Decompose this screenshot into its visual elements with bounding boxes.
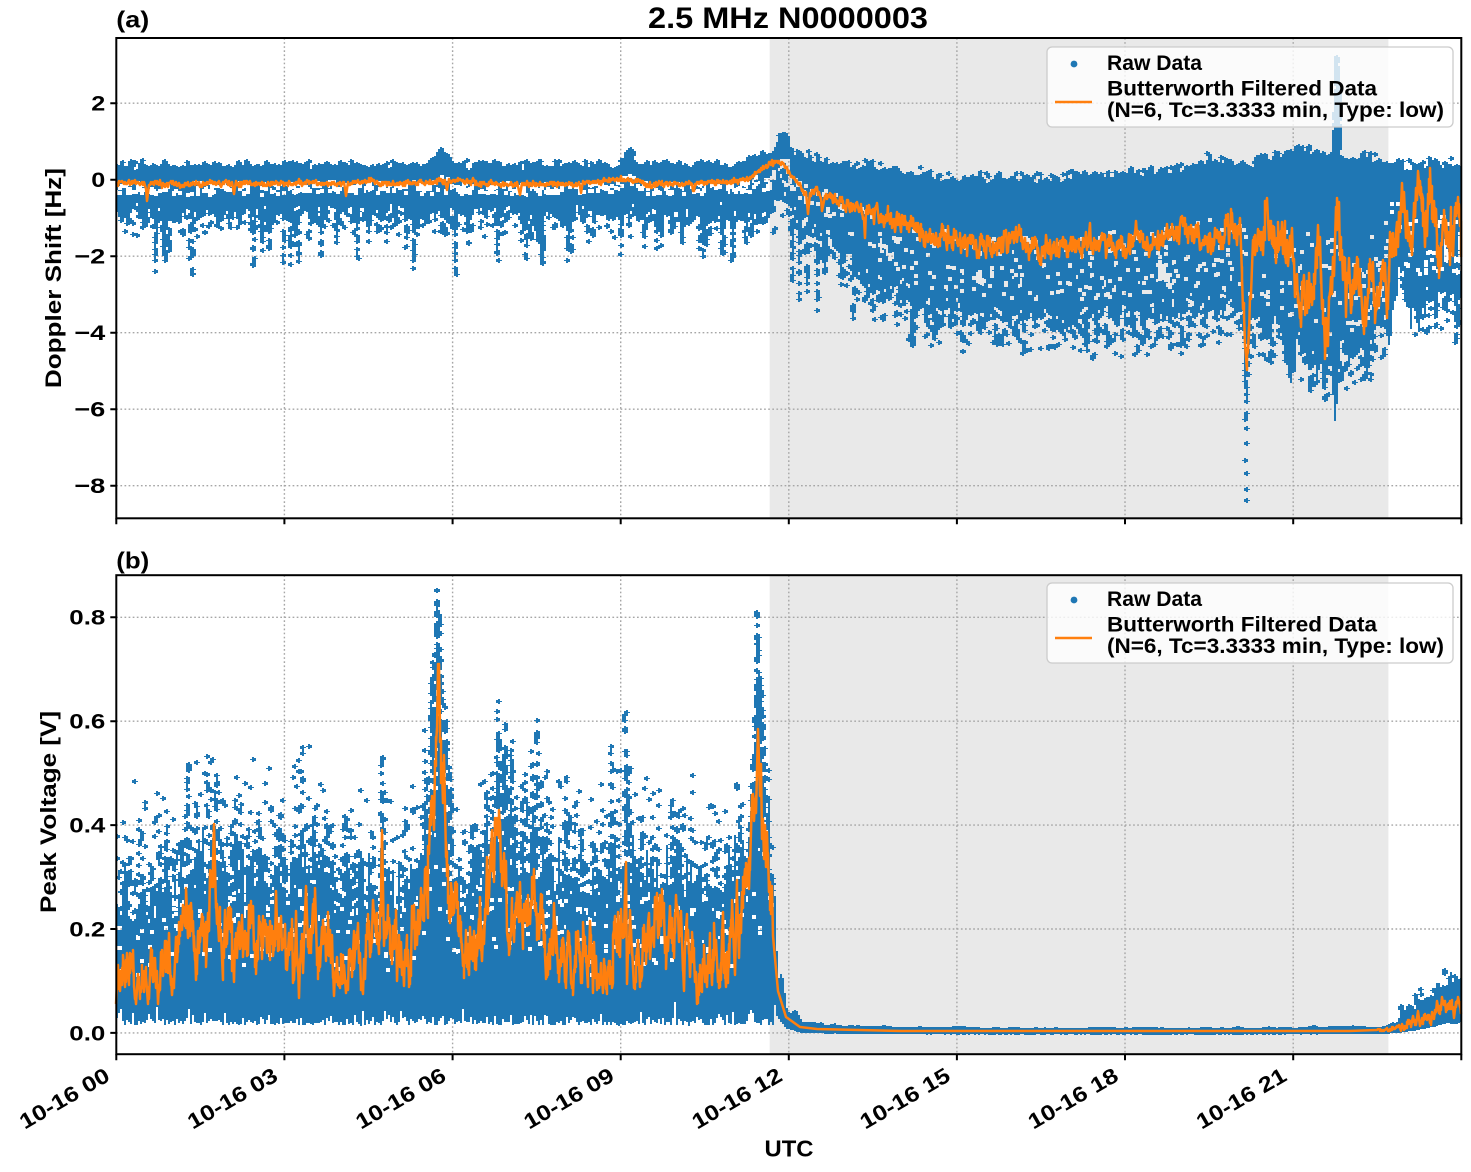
svg-text:0.0: 0.0 (69, 1021, 105, 1045)
svg-text:−6: −6 (74, 398, 105, 422)
svg-text:Peak Voltage [V]: Peak Voltage [V] (36, 711, 61, 913)
svg-text:UTC: UTC (765, 1136, 814, 1162)
svg-text:Raw Data: Raw Data (1107, 52, 1202, 75)
svg-text:2.5 MHz N0000003: 2.5 MHz N0000003 (648, 2, 928, 35)
svg-text:0.4: 0.4 (69, 814, 105, 838)
svg-text:−4: −4 (74, 321, 105, 345)
svg-text:0.8: 0.8 (69, 606, 105, 630)
svg-text:(N=6, Tc=3.3333 min, Type: low: (N=6, Tc=3.3333 min, Type: low) (1107, 99, 1444, 122)
svg-text:2: 2 (91, 92, 105, 116)
svg-text:Raw Data: Raw Data (1107, 588, 1202, 611)
svg-text:(b): (b) (116, 548, 149, 574)
svg-text:−8: −8 (74, 474, 105, 498)
svg-text:0: 0 (91, 168, 105, 192)
svg-text:(a): (a) (116, 7, 149, 33)
svg-text:Butterworth Filtered Data: Butterworth Filtered Data (1107, 613, 1377, 636)
svg-text:Doppler Shift [Hz]: Doppler Shift [Hz] (41, 168, 66, 388)
svg-text:Butterworth Filtered Data: Butterworth Filtered Data (1107, 77, 1377, 100)
svg-text:(N=6, Tc=3.3333 min, Type: low: (N=6, Tc=3.3333 min, Type: low) (1107, 635, 1444, 658)
svg-text:0.6: 0.6 (69, 710, 105, 734)
svg-text:−2: −2 (74, 245, 105, 269)
svg-text:0.2: 0.2 (69, 917, 105, 941)
